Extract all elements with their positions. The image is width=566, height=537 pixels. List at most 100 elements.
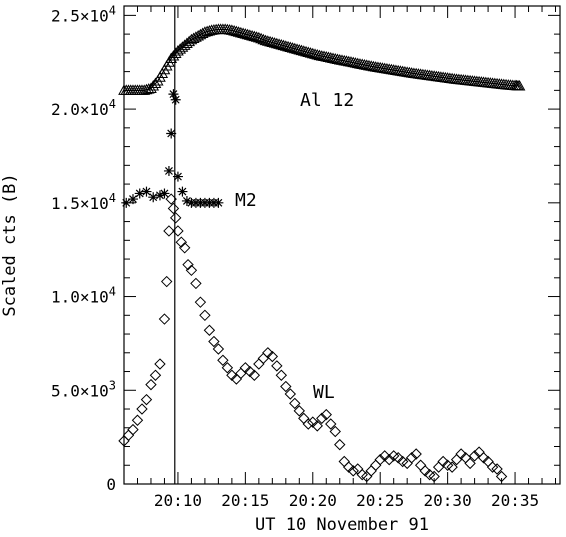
y-tick-mantissa: 0 (106, 475, 116, 494)
data-point (131, 414, 144, 426)
data-point (166, 128, 177, 139)
y-tick-mantissa: 2.5×10 (51, 6, 109, 25)
y-tick-mantissa: 2.0×10 (51, 100, 109, 119)
data-point (244, 365, 256, 378)
data-point (392, 452, 404, 464)
data-point (160, 275, 173, 288)
series-wl (118, 193, 508, 483)
data-point (167, 202, 180, 215)
series-m2 (121, 89, 224, 208)
x-tick-label: 20:20 (289, 491, 337, 510)
data-point (149, 369, 162, 381)
data-point (208, 335, 220, 348)
data-marks (118, 6, 526, 484)
x-tick-label: 20:30 (424, 491, 472, 510)
data-point (235, 367, 247, 380)
data-point (170, 94, 181, 105)
data-point (127, 194, 138, 205)
data-point (437, 455, 449, 468)
data-point (190, 277, 202, 290)
data-point (213, 197, 224, 208)
data-point (311, 420, 323, 432)
data-point (477, 452, 490, 464)
y-tick-label: 2.0×104 (51, 97, 116, 119)
plot-frame (123, 5, 561, 485)
data-point (338, 455, 350, 468)
data-point (181, 195, 192, 206)
y-tick-label: 0 (106, 475, 116, 494)
data-point (491, 463, 503, 475)
data-point (159, 188, 170, 199)
data-point (343, 461, 355, 473)
x-tick-label: 20:35 (491, 491, 539, 510)
data-point (172, 44, 184, 56)
data-point (136, 403, 148, 415)
data-point (271, 360, 283, 372)
data-point (172, 171, 183, 182)
data-point (401, 457, 413, 470)
data-point (141, 186, 152, 197)
data-point (148, 192, 159, 203)
data-point (253, 358, 265, 370)
data-point (199, 309, 211, 322)
data-point (334, 438, 346, 451)
data-point (374, 453, 386, 466)
y-tick-exponent: 4 (109, 3, 116, 17)
data-point (320, 408, 332, 421)
axis-ticks: 20:10 20:15 20:20 20:25 20:30 20:35 0 5.0×103 1.… (51, 3, 560, 510)
data-point-interp (149, 77, 162, 88)
data-point-interp (142, 83, 155, 94)
data-point (316, 412, 328, 425)
data-point (248, 369, 261, 381)
y-tick-mantissa: 1.5×10 (51, 194, 109, 213)
y-tick-label: 1.5×104 (51, 191, 116, 213)
data-point (302, 418, 314, 430)
data-point (134, 188, 145, 199)
y-tick-exponent: 3 (109, 378, 116, 392)
data-point (172, 225, 184, 237)
data-point (262, 347, 274, 359)
series-al-12 (118, 23, 526, 95)
data-point (163, 165, 174, 176)
data-point (446, 461, 458, 473)
data-point (239, 362, 252, 374)
data-point (405, 452, 418, 464)
y-tick-exponent: 4 (109, 285, 116, 299)
data-point (410, 448, 422, 460)
data-point (138, 84, 151, 95)
data-point (486, 461, 499, 473)
y-tick-exponent: 4 (109, 97, 116, 111)
data-point (154, 358, 166, 370)
data-point (165, 193, 177, 205)
y-tick-label: 2.5×104 (51, 3, 116, 25)
y-tick-mantissa: 1.0×10 (51, 288, 109, 307)
series-label-wl: WL (313, 382, 335, 403)
data-point-interp (176, 41, 189, 52)
y-tick-label: 1.0×104 (51, 285, 116, 307)
data-point (221, 362, 234, 374)
series-label-al12: Al 12 (300, 90, 354, 111)
data-point-interp (174, 43, 187, 54)
data-point (378, 450, 391, 462)
data-point (280, 380, 292, 393)
data-point (419, 465, 431, 477)
y-tick-mantissa: 5.0×10 (51, 381, 109, 400)
data-point (293, 405, 306, 417)
y-axis-label: Scaled cts (B) (0, 173, 20, 316)
data-point (122, 429, 135, 441)
data-point (158, 313, 171, 325)
data-point (257, 352, 270, 365)
data-point (169, 212, 182, 224)
data-point (289, 397, 301, 410)
data-point (185, 264, 198, 277)
data-point (177, 186, 188, 197)
data-point (365, 465, 377, 477)
data-point (383, 453, 395, 466)
data-point (140, 393, 153, 406)
data-point-interp (203, 24, 216, 36)
data-point (217, 354, 229, 366)
data-point (275, 369, 288, 381)
x-tick-label: 20:15 (221, 491, 269, 510)
data-point (121, 197, 132, 208)
